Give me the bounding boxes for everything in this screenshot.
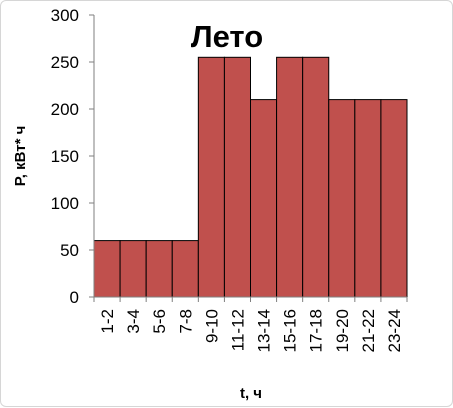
x-tick-label: 9-10 — [202, 309, 221, 343]
bar — [145, 240, 173, 298]
bar — [93, 240, 121, 298]
y-tick-label: 50 — [60, 241, 79, 260]
chart-title: Лето — [191, 19, 263, 54]
x-tick-label: 17-18 — [307, 309, 326, 352]
x-axis-ticks: 1-2 3-4 5-6 7-8 9-10 11-12 13-14 15-16 17-18 19-2… — [93, 297, 408, 352]
y-tick-label: 0 — [70, 288, 79, 307]
x-axis-title: t, ч — [240, 385, 262, 402]
x-tick-label: 15-16 — [281, 309, 300, 352]
y-axis-title: P, кВт* ч — [12, 126, 29, 187]
x-tick-label: 23-24 — [385, 309, 404, 352]
bar — [380, 99, 408, 298]
x-tick-label: 19-20 — [333, 309, 352, 352]
x-tick-label: 13-14 — [255, 309, 274, 352]
bar — [250, 99, 278, 298]
x-tick-label: 3-4 — [124, 309, 143, 334]
y-tick-label: 150 — [51, 147, 79, 166]
y-tick-label: 300 — [51, 6, 79, 25]
y-tick-label: 250 — [51, 53, 79, 72]
bar — [197, 56, 225, 298]
x-tick-label: 7-8 — [176, 309, 195, 334]
bar — [302, 56, 330, 298]
bar — [354, 99, 382, 298]
x-tick-label: 5-6 — [150, 309, 169, 334]
bar — [171, 240, 199, 298]
y-tick-label: 100 — [51, 194, 79, 213]
x-tick-label: 21-22 — [359, 309, 378, 352]
bars — [93, 56, 408, 298]
bar — [223, 56, 252, 298]
y-axis-ticks: 0 50 100 150 200 250 300 — [51, 6, 94, 307]
bar — [119, 240, 147, 298]
y-tick-label: 200 — [51, 100, 79, 119]
x-tick-label: 1-2 — [98, 309, 117, 334]
bar — [276, 56, 304, 298]
bar — [328, 99, 356, 298]
x-tick-label: 11-12 — [228, 309, 247, 351]
